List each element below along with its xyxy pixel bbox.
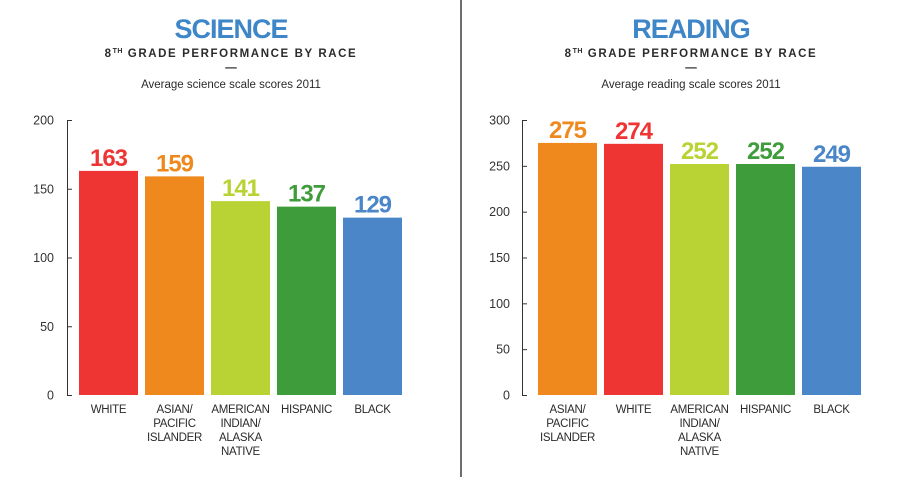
science-category-label-0-line-0: WHITE xyxy=(91,404,127,416)
reading-category-label-0-line-2: ISLANDER xyxy=(540,432,595,444)
reading-category-label-4: BLACK xyxy=(813,404,850,416)
science-value-label-4: 129 xyxy=(354,192,392,219)
reading-bar-2 xyxy=(670,164,729,395)
reading-category-label-4-line-0: BLACK xyxy=(813,404,850,416)
science-category-label-2-line-2: ALASKA xyxy=(219,432,263,444)
science-bar-0 xyxy=(79,170,138,395)
reading-subtitle-text: GRADE PERFORMANCE BY RACE xyxy=(583,48,817,60)
science-separator: — xyxy=(225,62,237,74)
reading-caption: Average reading scale scores 2011 xyxy=(601,79,780,91)
reading-value-label-2: 252 xyxy=(681,138,719,165)
panel-divider xyxy=(460,0,462,477)
science-bar-4 xyxy=(343,217,402,395)
science-bar-1 xyxy=(145,176,204,395)
science-subtitle: 8TH GRADE PERFORMANCE BY RACE xyxy=(105,48,358,60)
science-value-label-3: 137 xyxy=(288,181,326,208)
science-subtitle-superscript: TH xyxy=(113,48,123,55)
science-subtitle-text: GRADE PERFORMANCE BY RACE xyxy=(123,48,357,60)
reading-bar-1 xyxy=(604,143,663,395)
reading-y-tick-label-200: 200 xyxy=(489,205,510,219)
science-category-label-4-line-0: BLACK xyxy=(354,404,391,416)
science-bar-2 xyxy=(211,201,270,395)
science-chart: SCIENCE 8TH GRADE PERFORMANCE BY RACE — Ave… xyxy=(33,14,402,458)
reading-y-tick-label-250: 250 xyxy=(489,159,510,173)
science-value-label-2: 141 xyxy=(222,175,260,202)
science-category-label-1-line-0: ASIAN/ xyxy=(157,404,194,416)
science-category-label-0: WHITE xyxy=(91,404,127,416)
reading-category-label-0-line-1: PACIFIC xyxy=(546,418,588,430)
reading-value-label-0: 275 xyxy=(549,117,587,144)
reading-y-tick-label-150: 150 xyxy=(489,251,510,265)
reading-bar-3 xyxy=(736,164,795,395)
reading-bar-4 xyxy=(802,166,861,395)
reading-category-label-3: HISPANIC xyxy=(740,404,791,416)
reading-y-tick-label-100: 100 xyxy=(489,297,510,311)
reading-category-label-3-line-0: HISPANIC xyxy=(740,404,791,416)
science-category-label-3-line-0: HISPANIC xyxy=(281,404,332,416)
reading-chart: READING 8TH GRADE PERFORMANCE BY RACE — Ave… xyxy=(489,14,861,458)
reading-value-label-4: 249 xyxy=(813,141,851,168)
reading-subtitle-superscript: TH xyxy=(573,48,583,55)
science-y-tick-label-150: 150 xyxy=(33,182,54,196)
reading-value-label-3: 252 xyxy=(747,138,785,165)
science-y-tick-label-50: 50 xyxy=(40,320,54,334)
science-title: SCIENCE xyxy=(174,14,287,44)
reading-category-label-2-line-1: INDIAN/ xyxy=(679,418,720,430)
reading-y-tick-label-50: 50 xyxy=(496,343,510,357)
reading-category-label-1-line-0: WHITE xyxy=(616,404,652,416)
reading-category-label-1: WHITE xyxy=(616,404,652,416)
reading-title: READING xyxy=(632,14,750,44)
science-category-label-1-line-1: PACIFIC xyxy=(153,418,195,430)
reading-value-label-1: 274 xyxy=(615,118,654,145)
science-bar-3 xyxy=(277,206,336,395)
science-category-label-3: HISPANIC xyxy=(281,404,332,416)
science-category-label-4: BLACK xyxy=(354,404,391,416)
reading-category-label-2: AMERICAN INDIAN/ALASKA NATIVE xyxy=(670,404,728,458)
science-y-tick-label-100: 100 xyxy=(33,251,54,265)
reading-y-tick-label-300: 300 xyxy=(489,114,510,128)
science-caption: Average science scale scores 2011 xyxy=(141,79,321,91)
science-y-tick-label-200: 200 xyxy=(33,114,54,128)
science-category-label-2: AMERICAN INDIAN/ALASKA NATIVE xyxy=(211,404,269,458)
science-category-label-2-line-0: AMERICAN xyxy=(211,404,269,416)
reading-category-label-0-line-0: ASIAN/ xyxy=(550,404,587,416)
science-value-label-1: 159 xyxy=(156,150,194,177)
reading-category-label-0: ASIAN/PACIFIC ISLANDER xyxy=(540,404,595,444)
reading-category-label-2-line-0: AMERICAN xyxy=(670,404,728,416)
science-category-label-1-line-2: ISLANDER xyxy=(147,432,202,444)
reading-category-label-2-line-2: ALASKA xyxy=(678,432,722,444)
science-value-label-0: 163 xyxy=(90,145,128,172)
reading-category-label-2-line-3: NATIVE xyxy=(680,446,720,458)
reading-separator: — xyxy=(685,62,697,74)
reading-y-tick-label-0: 0 xyxy=(503,389,510,403)
science-category-label-1: ASIAN/PACIFIC ISLANDER xyxy=(147,404,202,444)
reading-bar-0 xyxy=(538,142,597,395)
reading-subtitle-number: 8 xyxy=(565,48,573,60)
science-category-label-2-line-1: INDIAN/ xyxy=(220,418,261,430)
science-subtitle-number: 8 xyxy=(105,48,113,60)
science-category-label-2-line-3: NATIVE xyxy=(221,446,261,458)
reading-subtitle: 8TH GRADE PERFORMANCE BY RACE xyxy=(565,48,818,60)
science-y-tick-label-0: 0 xyxy=(47,389,54,403)
